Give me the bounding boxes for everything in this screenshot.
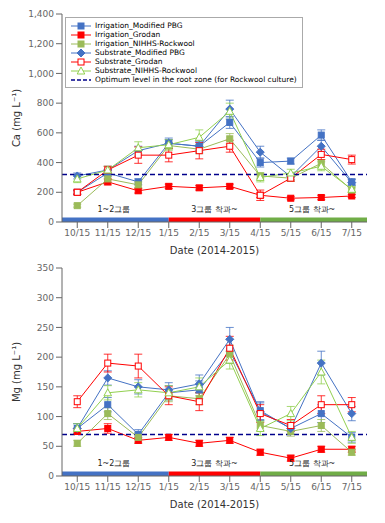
svg-text:12/15: 12/15 [125, 482, 151, 492]
svg-text:Ca (mg L⁻¹): Ca (mg L⁻¹) [11, 89, 22, 147]
svg-text:0: 0 [48, 217, 54, 227]
html-text:Optimum level in the root zone: Optimum level in the root zone (for Rock… [95, 75, 297, 84]
svg-text:11/15: 11/15 [95, 482, 121, 492]
svg-text:5/15: 5/15 [281, 228, 301, 238]
svg-text:7/15: 7/15 [342, 482, 362, 492]
html-text:Substrate_Grodan: Substrate_Grodan [95, 57, 163, 66]
svg-text:7/15: 7/15 [342, 228, 362, 238]
svg-text:4/15: 4/15 [250, 228, 270, 238]
svg-text:10/15: 10/15 [64, 482, 90, 492]
svg-text:5/15: 5/15 [281, 482, 301, 492]
svg-text:1,400: 1,400 [28, 9, 54, 19]
svg-text:150: 150 [37, 382, 54, 392]
svg-text:200: 200 [37, 352, 54, 362]
svg-text:1,200: 1,200 [28, 39, 54, 49]
html-text:Irrigation_Grodan: Irrigation_Grodan [95, 30, 161, 39]
svg-text:Mg (mg L⁻¹): Mg (mg L⁻¹) [11, 342, 22, 402]
html-text:Irrigation_Modified PBG: Irrigation_Modified PBG [95, 21, 183, 30]
svg-text:3/15: 3/15 [220, 228, 240, 238]
svg-text:3/15: 3/15 [220, 482, 240, 492]
svg-text:100: 100 [37, 412, 54, 422]
svg-text:2/15: 2/15 [189, 482, 209, 492]
svg-text:1/15: 1/15 [159, 482, 179, 492]
svg-text:350: 350 [37, 263, 54, 273]
html-text:Substrate_Modified PBG: Substrate_Modified PBG [95, 48, 185, 57]
svg-text:3그룹 착과~: 3그룹 착과~ [191, 459, 237, 468]
svg-text:Date (2014-2015): Date (2014-2015) [170, 245, 259, 256]
html-text:Substrate_NIHHS-Rockwool: Substrate_NIHHS-Rockwool [95, 66, 197, 75]
svg-text:4/15: 4/15 [250, 482, 270, 492]
svg-text:600: 600 [37, 128, 54, 138]
svg-text:12/15: 12/15 [125, 228, 151, 238]
svg-text:250: 250 [37, 323, 54, 333]
svg-text:800: 800 [37, 98, 54, 108]
svg-text:3그룹 착과~: 3그룹 착과~ [191, 205, 237, 214]
svg-text:200: 200 [37, 187, 54, 197]
svg-text:1~2그룹: 1~2그룹 [97, 459, 130, 468]
svg-text:10/15: 10/15 [64, 228, 90, 238]
svg-text:Date (2014-2015): Date (2014-2015) [170, 499, 259, 510]
svg-text:400: 400 [37, 158, 54, 168]
svg-text:0: 0 [48, 471, 54, 481]
svg-text:5그룹 착과~: 5그룹 착과~ [289, 459, 335, 468]
svg-text:2/15: 2/15 [189, 228, 209, 238]
svg-text:11/15: 11/15 [95, 228, 121, 238]
svg-text:1~2그룹: 1~2그룹 [97, 205, 130, 214]
svg-text:6/15: 6/15 [311, 228, 331, 238]
svg-text:1/15: 1/15 [159, 228, 179, 238]
svg-text:300: 300 [37, 293, 54, 303]
svg-text:5그룹 착과~: 5그룹 착과~ [289, 205, 335, 214]
svg-text:50: 50 [43, 441, 55, 451]
svg-text:1,000: 1,000 [28, 69, 54, 79]
html-text:Irrigation_NIHHS-Rockwool: Irrigation_NIHHS-Rockwool [95, 39, 195, 48]
svg-text:6/15: 6/15 [311, 482, 331, 492]
